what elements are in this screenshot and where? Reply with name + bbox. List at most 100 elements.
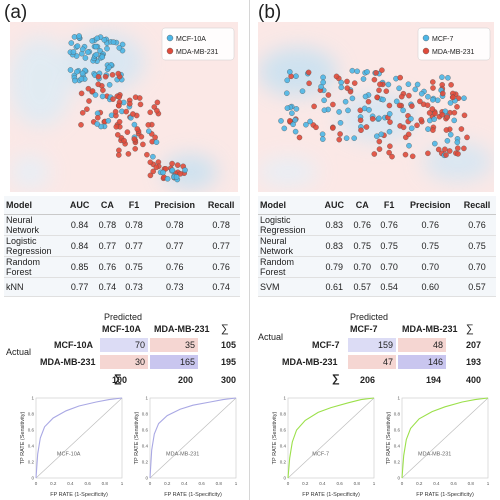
metric-value: 0.78 [94,214,121,236]
metric-value: 0.84 [65,214,95,236]
y-axis-label: TP RATE (Sensitivity) [386,412,392,465]
diagonal-reference-line [149,397,237,479]
scatter-point [369,116,376,122]
metric-value: 0.79 [319,256,349,278]
scatter-point [342,98,349,105]
scatter-point [284,77,290,84]
roc-curve [149,397,237,479]
scatter-point [173,174,180,180]
actual-class-2: MDA-MB-231 [40,357,96,367]
table-header-precision: Precision [147,196,203,215]
scatter-point [153,164,160,171]
x-tick-label: 1 [487,481,490,486]
scatter-point [289,110,295,116]
scatter-point [336,109,342,115]
scatter-point [116,119,123,125]
scatter-point [296,134,303,141]
scatter-point [154,99,161,106]
scatter-point [124,129,131,135]
y-tick-label: 1 [397,396,400,401]
scatter-point [371,151,378,157]
actual-class-1: MCF-10A [54,340,94,350]
scatter-point [95,81,101,88]
scatter-point [321,97,327,104]
scatter-point [284,105,291,111]
scatter-point [320,74,326,81]
x-tick-label: 0.8 [102,481,109,486]
roc-curve [35,397,123,479]
predicted-class-1: MCF-10A [102,324,142,334]
metrics-table-b: Model AUC CA F1 Precision Recall Logistic Regre… [258,196,496,297]
y-tick-label: 0.2 [142,460,149,465]
scatter-point [337,120,344,126]
scatter-point [345,107,351,114]
legend-label: MCF-10A [176,36,206,43]
scatter-point [389,153,395,160]
y-tick-label: 0.2 [28,460,35,465]
scatter-point [376,87,382,94]
metric-value: 0.76 [457,214,496,236]
scatter-point [99,54,106,60]
y-tick-label: 0.4 [394,444,401,449]
scatter-point [455,145,461,151]
column-total: 206 [360,375,376,385]
scatter-point [79,70,86,77]
y-tick-label: 0.2 [280,460,287,465]
confusion-cell: 70 [100,338,148,352]
y-tick-label: 0.8 [142,412,149,417]
scatter-point [376,138,383,145]
scatter-point [376,146,383,152]
scatter-point [313,124,319,131]
scatter-point [450,94,456,101]
scatter-point [451,109,458,116]
scatter-point [84,106,90,112]
scatter-point [338,79,344,86]
scatter-point [414,122,420,129]
scatter-point [383,88,390,94]
scatter-point [458,126,465,132]
metric-value: 0.75 [457,235,496,257]
scatter-point [152,134,158,141]
sigma-row: ∑ [332,373,340,385]
metric-value: 0.74 [202,277,240,297]
scatter-point [86,98,92,104]
metric-value: 0.84 [65,235,95,257]
metric-value: 0.61 [319,277,349,297]
metric-value: 0.73 [120,277,148,297]
metric-value: 0.70 [457,256,496,278]
scatter-point [105,118,112,124]
metric-value: 0.76 [348,214,376,236]
scatter-point [284,90,290,96]
scatter-point [406,142,412,149]
scatter-point [454,104,460,110]
metric-value: 0.76 [402,214,458,236]
table-header-ca: CA [348,196,376,215]
confusion-cell: 165 [150,355,198,369]
table-header-row: Model AUC CA F1 Precision Recall [258,196,496,215]
legend-marker [422,47,430,55]
scatter-point [287,118,293,124]
scatter-point [95,73,102,80]
scatter-point [360,76,367,82]
y-tick-label: 0.8 [28,412,35,417]
scatter-point [174,162,181,168]
scatter-point [396,102,403,109]
metrics-table-a: Model AUC CA F1 Precision Recall Neural Network… [4,196,240,297]
scatter-point [444,138,451,144]
scatter-point [366,107,372,113]
table-row: Neural Network 0.83 0.75 0.75 0.75 0.75 [258,235,496,257]
scatter-plot-b: MCF-7 MDA-MB-231 [258,22,494,192]
scatter-point [293,106,300,112]
scatter-point [405,81,412,87]
scatter-point [432,110,438,117]
x-tick-label: 0 [35,481,38,486]
scatter-point [464,134,470,141]
scatter-point [358,127,364,133]
scatter-point [95,114,101,121]
scatter-point [387,119,393,125]
scatter-point [70,49,77,55]
roc-curve [401,397,489,479]
scatter-point [443,127,450,133]
scatter-point [164,176,171,182]
metric-value: 0.70 [348,256,376,278]
